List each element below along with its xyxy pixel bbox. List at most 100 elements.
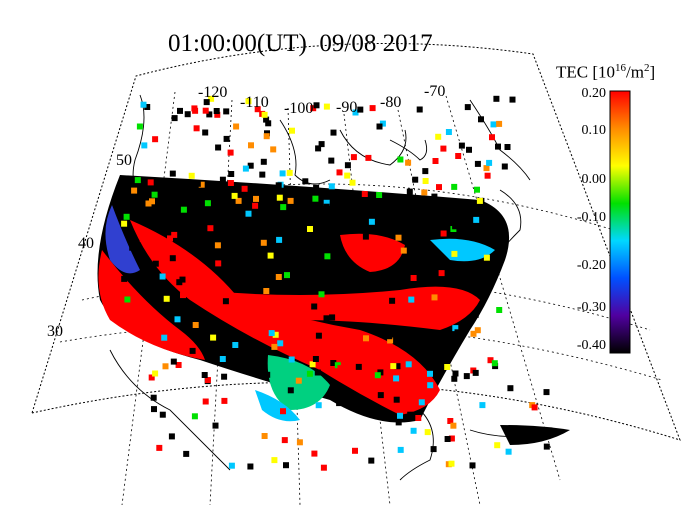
tec-station-point xyxy=(427,382,434,389)
tec-station-point xyxy=(389,297,396,304)
tec-station-point xyxy=(455,153,462,159)
tec-station-point xyxy=(435,373,442,380)
tec-station-point xyxy=(328,157,335,164)
tec-station-point xyxy=(223,108,230,115)
colorbar-tick: 0.00 xyxy=(581,172,607,187)
tec-station-point xyxy=(207,225,214,232)
tec-station-point xyxy=(504,144,511,150)
tec-station-point xyxy=(336,400,343,407)
tec-station-point xyxy=(474,186,480,193)
tec-station-point xyxy=(121,275,128,282)
tec-station-point xyxy=(313,102,320,109)
tec-station-point xyxy=(286,232,292,239)
tec-region xyxy=(105,205,140,274)
tec-station-point xyxy=(192,322,199,328)
tec-station-point xyxy=(189,347,196,354)
tec-station-point xyxy=(448,435,455,442)
tec-station-point xyxy=(212,422,219,429)
tec-station-point xyxy=(451,297,458,304)
tec-station-point xyxy=(325,230,332,236)
tec-station-point xyxy=(277,340,284,347)
tec-station-point xyxy=(344,162,351,169)
tec-station-point xyxy=(144,104,151,110)
tec-station-point xyxy=(466,146,472,153)
tec-station-point xyxy=(451,183,458,190)
tec-station-point xyxy=(219,176,226,183)
tec-station-point xyxy=(283,462,289,469)
tec-station-point xyxy=(320,464,327,471)
tec-station-point xyxy=(405,361,412,368)
tec-station-point xyxy=(313,184,320,191)
tec-station-point xyxy=(386,333,393,340)
longitude-labels: -120 -110 -100 -90 -80 -70 xyxy=(198,83,445,117)
tec-station-point xyxy=(438,270,445,277)
longitude-label: -70 xyxy=(424,83,445,100)
latitude-label: 30 xyxy=(47,323,63,340)
tec-station-point xyxy=(397,446,404,453)
tec-station-point xyxy=(260,239,267,246)
tec-station-point xyxy=(363,335,369,342)
tec-station-point xyxy=(390,363,397,370)
tec-station-point xyxy=(215,260,222,267)
tec-station-point xyxy=(215,228,222,235)
tec-station-point xyxy=(410,275,417,281)
tec-station-point xyxy=(171,231,178,238)
tec-station-point xyxy=(174,185,181,192)
tec-region xyxy=(430,238,495,262)
tec-station-point xyxy=(140,101,147,108)
tec-station-point xyxy=(202,129,209,136)
tec-station-point xyxy=(431,294,438,301)
tec-station-point xyxy=(221,373,228,380)
tec-station-point xyxy=(329,314,336,321)
tec-station-point xyxy=(202,398,209,405)
tec-station-point xyxy=(310,105,317,112)
tec-station-point xyxy=(368,218,375,225)
tec-station-point xyxy=(314,369,321,376)
tec-station-point xyxy=(323,203,330,210)
tec-station-point xyxy=(445,129,452,135)
tec-station-point xyxy=(226,249,232,255)
tec-station-point xyxy=(507,385,514,392)
tec-station-point xyxy=(295,377,302,384)
tec-station-point xyxy=(318,291,325,298)
tec-station-point xyxy=(152,136,159,143)
tec-station-point xyxy=(496,307,503,313)
tec-station-point xyxy=(361,191,368,197)
tec-station-point xyxy=(452,370,459,377)
tec-station-point xyxy=(287,197,294,204)
tec-station-point xyxy=(264,371,271,378)
tec-station-point xyxy=(260,158,267,165)
tec-station-point xyxy=(279,170,286,177)
colorbar-tick: -0.40 xyxy=(576,338,606,353)
tec-station-point xyxy=(474,160,481,167)
tec-station-point xyxy=(489,134,495,141)
tec-station-point xyxy=(266,197,272,204)
tec-station-point xyxy=(464,104,471,111)
tec-station-point xyxy=(312,195,319,202)
tec-station-point xyxy=(227,149,234,156)
tec-station-point xyxy=(406,188,413,195)
tec-station-point xyxy=(493,95,500,102)
latitude-label: 50 xyxy=(116,152,132,169)
tec-station-point xyxy=(496,120,503,127)
tec-station-point xyxy=(151,406,157,413)
tec-station-point xyxy=(178,315,185,322)
tec-station-point xyxy=(222,298,229,305)
tec-station-point xyxy=(395,234,402,241)
tec-station-point xyxy=(215,336,222,343)
tec-station-point xyxy=(215,144,222,151)
tec-station-point xyxy=(458,142,465,149)
tec-station-point xyxy=(452,325,459,332)
colorbar-title: TEC [1016/m2] xyxy=(556,62,656,82)
tec-station-point xyxy=(387,337,394,344)
tec-station-point xyxy=(275,182,282,189)
tec-station-point xyxy=(156,444,163,451)
tec-station-point xyxy=(311,450,318,457)
tec-station-point xyxy=(287,255,294,262)
tec-station-point xyxy=(232,342,239,348)
tec-station-point xyxy=(167,235,173,242)
tec-station-point xyxy=(281,437,288,444)
tec-station-point xyxy=(309,361,316,368)
tec-station-point xyxy=(235,197,242,204)
tec-station-point xyxy=(476,197,483,204)
